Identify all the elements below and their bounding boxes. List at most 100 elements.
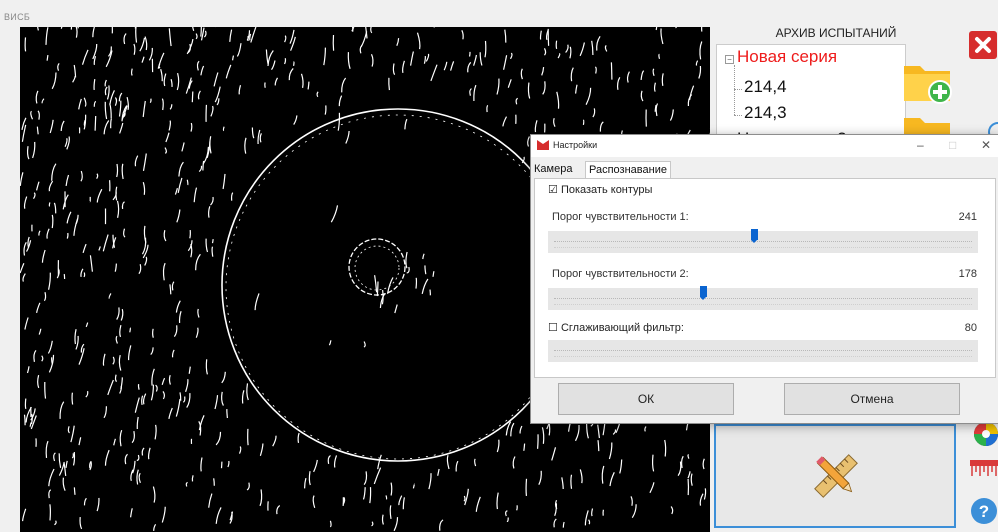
edge-stroke	[89, 461, 92, 471]
archive-title: АРХИВ ИСПЫТАНИЙ	[775, 26, 897, 40]
edge-stroke	[62, 194, 69, 210]
tab-camera[interactable]: Камера	[534, 163, 573, 175]
edge-stroke	[25, 240, 32, 252]
threshold1-slider[interactable]	[548, 229, 978, 253]
edge-stroke	[213, 478, 215, 486]
edge-stroke	[474, 458, 477, 467]
edge-stroke	[510, 422, 515, 437]
edge-stroke	[307, 81, 310, 90]
edge-stroke	[67, 426, 70, 434]
edge-stroke	[423, 56, 426, 64]
edge-stroke	[428, 473, 432, 490]
slider-thumb[interactable]	[700, 286, 707, 300]
edge-stroke	[238, 446, 242, 454]
palette-button[interactable]	[968, 420, 998, 448]
edge-stroke	[111, 27, 113, 34]
outer-contour	[221, 108, 575, 462]
edge-stroke	[432, 271, 435, 277]
ok-button[interactable]: ОК	[558, 383, 734, 415]
edge-stroke	[121, 105, 128, 122]
close-dialog-button[interactable]: ✕	[981, 138, 992, 152]
collapse-icon[interactable]: −	[725, 55, 734, 64]
edge-stroke	[65, 460, 68, 468]
threshold2-slider[interactable]	[548, 286, 978, 310]
tree-item-test[interactable]: 214,3	[744, 103, 787, 122]
edge-stroke	[141, 237, 147, 255]
edge-stroke	[363, 471, 368, 486]
tree-item-test[interactable]: 214,4	[744, 77, 787, 96]
edge-stroke	[370, 53, 374, 67]
edge-stroke	[616, 76, 621, 90]
edge-stroke	[70, 425, 75, 443]
edge-stroke	[200, 27, 205, 41]
slider-thumb[interactable]	[751, 229, 758, 243]
edge-stroke	[22, 273, 26, 282]
edge-stroke	[36, 302, 41, 314]
edge-stroke	[257, 129, 261, 145]
edge-stroke	[54, 520, 57, 526]
edge-stroke	[23, 196, 28, 209]
edit-button[interactable]	[714, 424, 956, 528]
edge-stroke	[520, 68, 523, 80]
edge-stroke	[351, 27, 355, 32]
edge-stroke	[181, 142, 185, 152]
edge-stroke	[123, 228, 126, 238]
edge-stroke	[521, 156, 525, 164]
add-folder-button[interactable]	[902, 56, 952, 106]
edge-stroke	[197, 308, 200, 318]
maximize-button[interactable]: □	[949, 138, 957, 152]
edge-stroke	[56, 268, 60, 279]
edge-stroke	[222, 173, 226, 190]
show-contours-checkbox[interactable]: ☑ Показать контуры	[548, 183, 652, 196]
app-logo-icon	[537, 140, 549, 150]
edge-stroke	[83, 114, 87, 130]
close-app-button[interactable]	[968, 30, 998, 60]
help-button[interactable]: ?	[968, 496, 998, 526]
minimize-button[interactable]: –	[917, 138, 924, 152]
edge-stroke	[381, 290, 384, 305]
edge-stroke	[272, 435, 277, 447]
tab-print-recognition[interactable]: Распознавание отпечатка	[585, 161, 671, 193]
edge-stroke	[141, 56, 145, 63]
edge-stroke	[422, 253, 425, 260]
edge-stroke	[118, 100, 122, 117]
cancel-button[interactable]: Отмена	[784, 383, 960, 415]
edge-stroke	[475, 496, 481, 512]
edge-stroke	[484, 40, 487, 58]
edge-stroke	[198, 165, 203, 173]
edge-stroke	[608, 442, 613, 460]
edge-stroke	[165, 132, 170, 143]
edge-stroke	[30, 415, 37, 430]
dialog-titlebar[interactable]: Настройки – □ ✕	[531, 135, 998, 157]
edge-stroke	[365, 27, 368, 39]
edge-stroke	[112, 356, 115, 365]
ruler-button[interactable]	[968, 454, 998, 482]
edge-stroke	[149, 98, 152, 104]
edge-stroke	[601, 465, 605, 484]
tree-item-series[interactable]: Новая серия	[737, 47, 838, 66]
edge-stroke	[102, 353, 106, 366]
edge-stroke	[506, 517, 509, 523]
edge-stroke	[342, 496, 346, 505]
edge-stroke	[71, 392, 74, 405]
edge-stroke	[534, 120, 538, 133]
edge-stroke	[596, 35, 601, 51]
show-contours-label: Показать контуры	[560, 184, 653, 196]
edge-stroke	[108, 46, 112, 57]
edge-stroke	[276, 505, 281, 515]
edge-stroke	[142, 182, 146, 195]
edge-stroke	[197, 90, 201, 100]
edge-stroke	[118, 354, 122, 371]
edge-stroke	[81, 49, 89, 65]
inner-contour-2	[354, 245, 400, 291]
edge-stroke	[47, 340, 53, 354]
edge-stroke	[246, 482, 250, 491]
smoothing-slider[interactable]	[548, 340, 978, 362]
smoothing-checkbox[interactable]: ☐ Сглаживающий фильтр:	[548, 321, 684, 334]
edge-stroke	[37, 27, 39, 31]
edge-stroke	[412, 483, 415, 489]
side-toolbar: ?	[966, 22, 998, 532]
edge-stroke	[594, 66, 597, 74]
edge-stroke	[690, 473, 693, 486]
